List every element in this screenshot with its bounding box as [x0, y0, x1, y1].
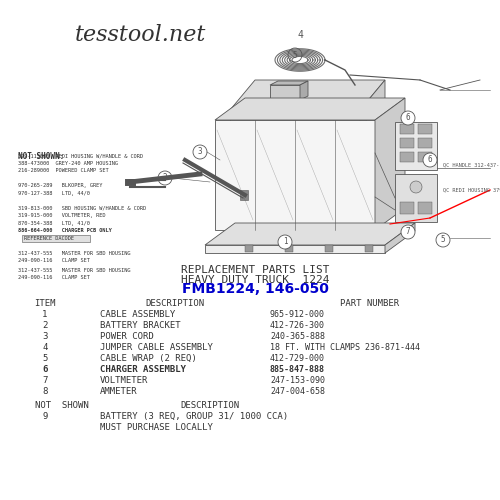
- Text: 970-127-388   LTD, 44/0: 970-127-388 LTD, 44/0: [18, 191, 90, 196]
- Text: VOLTMETER: VOLTMETER: [100, 376, 148, 385]
- Text: MUST PURCHASE LOCALLY: MUST PURCHASE LOCALLY: [100, 423, 213, 432]
- Bar: [365, 245, 373, 252]
- Circle shape: [410, 181, 422, 193]
- Text: 412-726-300: 412-726-300: [270, 321, 325, 330]
- Text: 886-664-000   CHARGER PCB ONLY: 886-664-000 CHARGER PCB ONLY: [18, 228, 112, 234]
- Text: CHARGER ASSEMBLY: CHARGER ASSEMBLY: [100, 365, 186, 374]
- Bar: [325, 245, 333, 252]
- Text: FMB1224, 146-050: FMB1224, 146-050: [182, 282, 328, 296]
- Polygon shape: [270, 81, 308, 85]
- Bar: [400, 124, 414, 134]
- Text: 5: 5: [42, 354, 48, 363]
- Text: 970-265-289   BLKOPER, GREY: 970-265-289 BLKOPER, GREY: [18, 184, 102, 188]
- Circle shape: [158, 171, 172, 185]
- Bar: [400, 202, 414, 214]
- Bar: [22, 234, 90, 242]
- Text: 312-437-555   MASTER FOR SBD HOUSING: 312-437-555 MASTER FOR SBD HOUSING: [18, 251, 130, 256]
- Circle shape: [278, 235, 292, 249]
- Text: 965-912-000: 965-912-000: [270, 310, 325, 319]
- Text: ITEM: ITEM: [34, 299, 56, 308]
- Text: REPLACEMENT PARTS LIST: REPLACEMENT PARTS LIST: [181, 265, 329, 275]
- Text: QC HANDLE 312-437-: QC HANDLE 312-437-: [443, 162, 499, 168]
- Polygon shape: [230, 110, 360, 128]
- Bar: [285, 245, 293, 252]
- Circle shape: [401, 225, 415, 239]
- Polygon shape: [215, 98, 405, 120]
- Bar: [400, 138, 414, 148]
- Text: 3: 3: [42, 332, 48, 341]
- Text: BATTERY BRACKET: BATTERY BRACKET: [100, 321, 180, 330]
- Text: 388-473000  GREY-240 AMP HOUSING: 388-473000 GREY-240 AMP HOUSING: [18, 161, 118, 166]
- Text: CABLE ASSEMBLY: CABLE ASSEMBLY: [100, 310, 176, 319]
- Polygon shape: [215, 120, 375, 230]
- Text: 6: 6: [406, 114, 410, 122]
- Polygon shape: [270, 85, 300, 100]
- Circle shape: [436, 233, 450, 247]
- Bar: [395, 122, 437, 170]
- Text: 4: 4: [42, 343, 48, 352]
- Text: 319-813-000   SBD HOUSING W/HANDLE & CORD: 319-813-000 SBD HOUSING W/HANDLE & CORD: [18, 206, 146, 211]
- Text: 6: 6: [42, 365, 48, 374]
- Text: 7: 7: [406, 228, 410, 236]
- Bar: [395, 174, 437, 222]
- Text: 247-004-658: 247-004-658: [270, 387, 325, 396]
- Text: 249-090-116   CLAMP SET: 249-090-116 CLAMP SET: [18, 258, 90, 264]
- Text: QC REDI HOUSING 379-113-24880: QC REDI HOUSING 379-113-24880: [443, 188, 500, 192]
- Text: 2: 2: [42, 321, 48, 330]
- Text: JUMPER CABLE ASSEMBLY: JUMPER CABLE ASSEMBLY: [100, 343, 213, 352]
- Text: 379-113080  REDI HOUSING W/HANDLE & CORD: 379-113080 REDI HOUSING W/HANDLE & CORD: [18, 154, 143, 158]
- Text: NOT SHOWN:: NOT SHOWN:: [18, 152, 64, 161]
- Text: POWER CORD: POWER CORD: [100, 332, 154, 341]
- Text: REFERENCE DACODE: REFERENCE DACODE: [24, 236, 74, 241]
- Polygon shape: [205, 245, 385, 253]
- Text: tesstool.net: tesstool.net: [75, 24, 206, 46]
- Text: 8: 8: [42, 387, 48, 396]
- Circle shape: [423, 153, 437, 167]
- Text: 2: 2: [162, 174, 168, 182]
- Text: 216-289000  POWERED CLAMP SET: 216-289000 POWERED CLAMP SET: [18, 168, 108, 173]
- Polygon shape: [375, 98, 405, 230]
- Text: 18 FT. WITH CLAMPS 236-871-444: 18 FT. WITH CLAMPS 236-871-444: [270, 343, 420, 352]
- Text: 5: 5: [292, 50, 298, 59]
- Text: 3: 3: [198, 148, 202, 156]
- Text: 5: 5: [440, 236, 446, 244]
- Polygon shape: [230, 80, 385, 110]
- Circle shape: [193, 145, 207, 159]
- Bar: [240, 190, 248, 200]
- Polygon shape: [300, 81, 308, 100]
- Text: 7: 7: [42, 376, 48, 385]
- Text: 319-915-000   VOLTMETER, RED: 319-915-000 VOLTMETER, RED: [18, 214, 106, 218]
- Text: NOT  SHOWN: NOT SHOWN: [35, 401, 89, 410]
- Text: 247-153-090: 247-153-090: [270, 376, 325, 385]
- Text: 870-354-388   LTD, 41/0: 870-354-388 LTD, 41/0: [18, 221, 90, 226]
- Text: DESCRIPTION: DESCRIPTION: [146, 299, 204, 308]
- Text: AMMETER: AMMETER: [100, 387, 138, 396]
- Text: HEAVY DUTY TRUCK  1224: HEAVY DUTY TRUCK 1224: [181, 275, 329, 285]
- Bar: [245, 245, 253, 252]
- Text: 1: 1: [42, 310, 48, 319]
- Text: 9: 9: [42, 412, 48, 421]
- Text: 412-729-000: 412-729-000: [270, 354, 325, 363]
- Polygon shape: [360, 80, 385, 128]
- Text: 312-437-555   MASTER FOR SBD HOUSING: 312-437-555 MASTER FOR SBD HOUSING: [18, 268, 130, 273]
- Text: DESCRIPTION: DESCRIPTION: [180, 401, 240, 410]
- Text: 240-365-888: 240-365-888: [270, 332, 325, 341]
- Text: 885-847-888: 885-847-888: [270, 365, 325, 374]
- Bar: [418, 124, 432, 134]
- Bar: [418, 152, 432, 162]
- Text: 1: 1: [282, 238, 288, 246]
- Polygon shape: [385, 223, 415, 253]
- Bar: [418, 202, 432, 214]
- Text: 6: 6: [428, 156, 432, 164]
- Text: CABLE WRAP (2 REQ): CABLE WRAP (2 REQ): [100, 354, 197, 363]
- Text: PART NUMBER: PART NUMBER: [340, 299, 400, 308]
- Polygon shape: [205, 223, 415, 245]
- Bar: [400, 152, 414, 162]
- Text: 4: 4: [297, 30, 303, 40]
- Circle shape: [401, 111, 415, 125]
- Bar: [418, 138, 432, 148]
- Text: 249-090-116   CLAMP SET: 249-090-116 CLAMP SET: [18, 275, 90, 280]
- Circle shape: [288, 48, 302, 62]
- Text: BATTERY (3 REQ, GROUP 31/ 1000 CCA): BATTERY (3 REQ, GROUP 31/ 1000 CCA): [100, 412, 288, 421]
